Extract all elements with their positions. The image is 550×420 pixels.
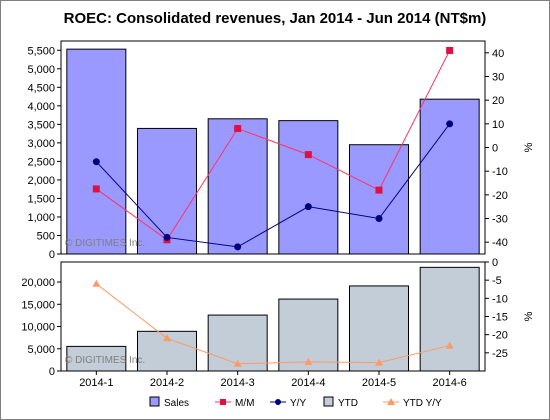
left-tick-label: 5,000	[27, 64, 55, 76]
bar-sales-2	[137, 127, 197, 255]
left-tick-label: 4,000	[27, 101, 55, 113]
point-y-y-6	[446, 120, 454, 128]
left-tick-label: 1,000	[27, 212, 55, 224]
x-tick-label: 2014-5	[362, 377, 396, 389]
point-m-m-6	[446, 46, 454, 54]
right-tick-label: -10	[492, 166, 508, 178]
left-tick-label: 500	[37, 230, 55, 242]
x-tick-label: 2014-1	[79, 377, 113, 389]
right-tick-label: 0	[492, 257, 498, 269]
legend-label-m-m: M/M	[235, 398, 254, 409]
left-tick-label: 2,500	[27, 156, 55, 168]
legend-label-sales: Sales	[164, 398, 189, 409]
point-y-y-2	[163, 233, 171, 241]
point-m-m-1	[92, 185, 100, 193]
watermark: © DIGITIMES Inc.	[65, 355, 145, 366]
point-y-y-3	[234, 243, 242, 251]
x-tick-label: 2014-3	[221, 377, 255, 389]
x-tick-label: 2014-2	[150, 377, 184, 389]
chart-title: ROEC: Consolidated revenues, Jan 2014 - …	[63, 10, 487, 27]
point-ytd-y-y-6	[445, 341, 454, 349]
point-ytd-y-y-1	[92, 279, 101, 287]
left-tick-label: 0	[49, 249, 55, 261]
left-tick-label: 5,000	[27, 344, 55, 356]
point-ytd-y-y-2	[163, 334, 171, 342]
left-tick-label: 5,500	[27, 45, 55, 57]
legend-marker-m-m	[220, 399, 226, 405]
point-y-y-5	[375, 215, 383, 222]
right-tick-label: -15	[492, 312, 508, 324]
right-tick-label: -10	[492, 293, 508, 305]
left-tick-label: 10,000	[21, 322, 55, 334]
left-tick-label: 4,500	[27, 82, 55, 94]
watermark: © DIGITIMES Inc.	[65, 238, 145, 249]
right-tick-label: -5	[492, 275, 502, 287]
point-ytd-y-y-3	[233, 359, 242, 367]
line-m-m	[96, 50, 451, 241]
point-y-y-4	[304, 203, 312, 211]
right-tick-label: -25	[492, 348, 508, 360]
legend-label-ytd-y-y: YTD Y/Y	[403, 398, 442, 409]
bar-sales-3	[207, 118, 268, 255]
left-tick-label: 2,000	[27, 175, 55, 187]
left-tick-label: 0	[49, 366, 55, 378]
point-ytd-y-y-5	[375, 358, 383, 366]
left-tick-label: 3,000	[27, 138, 55, 150]
left-tick-label: 1,500	[27, 193, 55, 205]
bar-ytd-5	[349, 285, 409, 372]
right-axis-label: %	[523, 311, 535, 321]
right-tick-label: 30	[492, 72, 504, 84]
right-tick-label: -20	[492, 190, 508, 202]
x-tick-label: 2014-6	[433, 377, 467, 389]
right-tick-label: 10	[492, 119, 504, 131]
right-tick-label: -20	[492, 330, 508, 342]
point-ytd-y-y-4	[304, 357, 313, 365]
right-tick-label: -40	[492, 237, 508, 249]
right-tick-label: 20	[492, 95, 504, 107]
legend-label-ytd: YTD	[338, 398, 358, 409]
right-tick-label: 0	[492, 143, 498, 155]
left-tick-label: 3,500	[27, 119, 55, 131]
point-m-m-5	[375, 186, 383, 194]
bar-sales-1	[66, 48, 127, 255]
right-tick-label: 40	[492, 48, 504, 60]
plot-area-1	[60, 40, 486, 255]
right-axis-label: %	[523, 142, 535, 152]
right-tick-label: -30	[492, 214, 508, 226]
legend-swatch-ytd	[323, 396, 334, 407]
bar-ytd-1	[66, 345, 127, 372]
bar-ytd-6	[419, 266, 480, 372]
legend-swatch-sales	[149, 396, 160, 407]
legend-marker-y-y	[275, 399, 281, 405]
line-y-y	[95, 123, 451, 248]
point-m-m-4	[304, 151, 312, 159]
plot-area-2	[60, 261, 486, 372]
left-tick-label: 15,000	[21, 299, 55, 311]
legend-label-y-y: Y/Y	[290, 398, 306, 409]
left-tick-label: 20,000	[21, 277, 55, 289]
x-tick-label: 2014-4	[291, 377, 325, 389]
line-ytd-y-y	[96, 283, 450, 365]
point-m-m-3	[234, 125, 242, 133]
bar-sales-4	[278, 120, 339, 255]
point-y-y-1	[92, 158, 100, 166]
legend-marker-ytd-y-y	[387, 398, 395, 405]
bar-sales-5	[349, 144, 409, 255]
